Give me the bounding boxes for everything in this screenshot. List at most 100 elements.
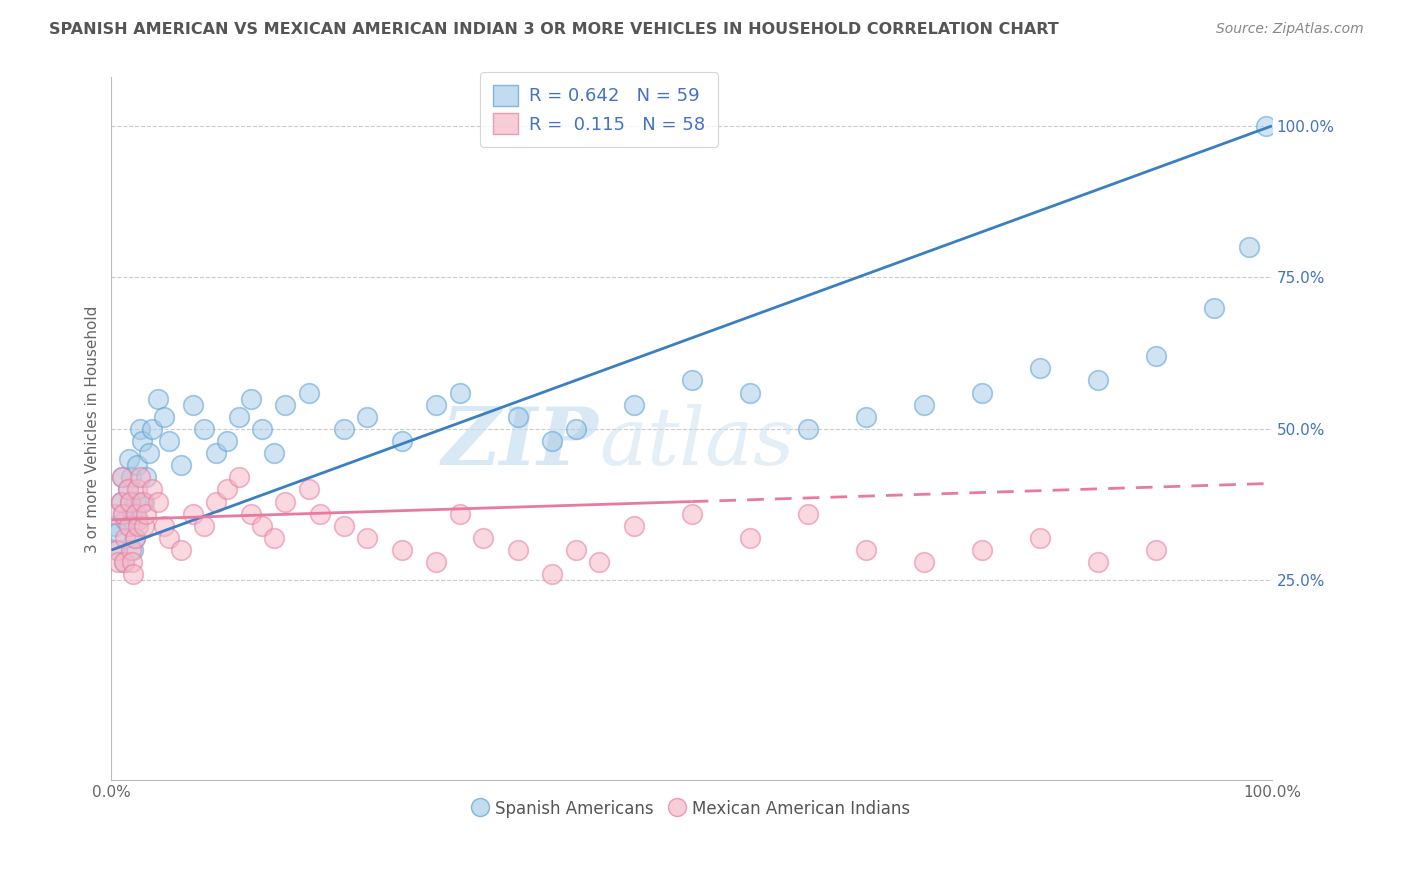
Point xyxy=(541,567,564,582)
Point xyxy=(121,507,143,521)
Point xyxy=(112,555,135,569)
Point xyxy=(217,483,239,497)
Point xyxy=(541,434,564,448)
Point xyxy=(1087,555,1109,569)
Point xyxy=(1144,349,1167,363)
Point xyxy=(1029,361,1052,376)
Point xyxy=(1087,373,1109,387)
Point xyxy=(309,507,332,521)
Point xyxy=(110,494,132,508)
Point xyxy=(129,470,152,484)
Point xyxy=(120,543,142,558)
Point xyxy=(111,507,134,521)
Point xyxy=(122,567,145,582)
Point xyxy=(564,543,586,558)
Point xyxy=(252,518,274,533)
Point xyxy=(117,483,139,497)
Text: atlas: atlas xyxy=(599,404,794,482)
Y-axis label: 3 or more Vehicles in Household: 3 or more Vehicles in Household xyxy=(86,305,100,552)
Point xyxy=(107,524,129,539)
Point xyxy=(332,518,354,533)
Point xyxy=(623,398,645,412)
Point xyxy=(146,392,169,406)
Point xyxy=(107,555,129,569)
Point xyxy=(125,507,148,521)
Point xyxy=(471,531,494,545)
Point xyxy=(1202,301,1225,315)
Point xyxy=(274,494,297,508)
Text: ZIP: ZIP xyxy=(441,404,599,482)
Point xyxy=(114,513,136,527)
Point xyxy=(105,543,128,558)
Point xyxy=(159,434,181,448)
Point xyxy=(912,398,935,412)
Point xyxy=(118,494,141,508)
Point xyxy=(117,483,139,497)
Point xyxy=(1144,543,1167,558)
Point xyxy=(1254,119,1277,133)
Point xyxy=(129,422,152,436)
Point xyxy=(170,458,193,473)
Point xyxy=(118,452,141,467)
Point xyxy=(118,494,141,508)
Point xyxy=(970,543,993,558)
Point xyxy=(796,507,818,521)
Point xyxy=(681,373,703,387)
Point xyxy=(104,507,127,521)
Point xyxy=(110,494,132,508)
Point xyxy=(111,507,134,521)
Point xyxy=(425,398,447,412)
Point xyxy=(1029,531,1052,545)
Point xyxy=(391,543,413,558)
Point xyxy=(506,409,529,424)
Point xyxy=(181,507,204,521)
Point xyxy=(141,422,163,436)
Point xyxy=(138,446,160,460)
Point xyxy=(205,494,228,508)
Point xyxy=(506,543,529,558)
Point xyxy=(298,385,321,400)
Point xyxy=(125,494,148,508)
Point xyxy=(152,518,174,533)
Point xyxy=(118,518,141,533)
Point xyxy=(855,543,877,558)
Point xyxy=(114,531,136,545)
Point xyxy=(132,518,155,533)
Point xyxy=(132,494,155,508)
Point xyxy=(127,518,149,533)
Point xyxy=(125,483,148,497)
Point xyxy=(681,507,703,521)
Point xyxy=(135,470,157,484)
Point xyxy=(855,409,877,424)
Point xyxy=(564,422,586,436)
Point xyxy=(131,434,153,448)
Point xyxy=(1237,240,1260,254)
Point xyxy=(146,494,169,508)
Point xyxy=(124,531,146,545)
Point xyxy=(239,507,262,521)
Text: Source: ZipAtlas.com: Source: ZipAtlas.com xyxy=(1216,22,1364,37)
Point xyxy=(170,543,193,558)
Point xyxy=(356,409,378,424)
Point xyxy=(970,385,993,400)
Point xyxy=(124,531,146,545)
Point xyxy=(738,531,761,545)
Point xyxy=(588,555,610,569)
Point xyxy=(263,446,285,460)
Point xyxy=(623,518,645,533)
Point xyxy=(104,518,127,533)
Point xyxy=(127,513,149,527)
Point xyxy=(738,385,761,400)
Point xyxy=(125,458,148,473)
Point xyxy=(193,518,215,533)
Text: SPANISH AMERICAN VS MEXICAN AMERICAN INDIAN 3 OR MORE VEHICLES IN HOUSEHOLD CORR: SPANISH AMERICAN VS MEXICAN AMERICAN IND… xyxy=(49,22,1059,37)
Point xyxy=(122,543,145,558)
Point xyxy=(121,555,143,569)
Point xyxy=(298,483,321,497)
Point xyxy=(152,409,174,424)
Point xyxy=(193,422,215,436)
Point xyxy=(912,555,935,569)
Point xyxy=(205,446,228,460)
Point xyxy=(141,483,163,497)
Point xyxy=(252,422,274,436)
